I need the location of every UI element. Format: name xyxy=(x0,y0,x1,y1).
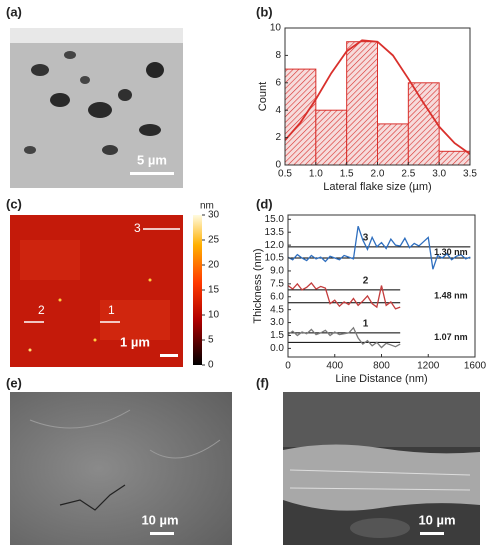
y-tick-label: 8 xyxy=(275,50,281,61)
bar xyxy=(315,109,348,166)
colorbar-tick-label: 30 xyxy=(208,210,220,221)
profile-label: 1 xyxy=(108,303,115,317)
x-tick-label: 1.5 xyxy=(340,169,354,180)
image-a xyxy=(10,28,183,188)
x-tick-label: 0 xyxy=(285,361,291,372)
scale-text: 10 µm xyxy=(141,512,178,527)
panel-label: (b) xyxy=(256,4,273,19)
x-tick-label: 1.0 xyxy=(309,169,323,180)
y-axis-label: Thickness (nm) xyxy=(252,248,264,323)
y-tick-label: 9.0 xyxy=(270,266,284,277)
scale-text: 10 µm xyxy=(418,512,455,527)
y-tick-label: 15.0 xyxy=(265,214,285,225)
x-tick-label: 3.5 xyxy=(463,169,477,180)
x-tick-label: 3.0 xyxy=(432,169,446,180)
x-tick-label: 2.5 xyxy=(401,169,415,180)
panel-label: (a) xyxy=(6,4,22,19)
panel-label: (f) xyxy=(256,375,269,390)
x-tick-label: 800 xyxy=(373,361,390,372)
annotation: 1.07 nm xyxy=(434,332,468,342)
profile-line xyxy=(287,225,471,270)
y-tick-label: 12.0 xyxy=(265,240,285,251)
x-axis-label: Lateral flake size (µm) xyxy=(323,181,431,193)
y-tick-label: 13.5 xyxy=(265,227,285,238)
y-tick-label: 1.5 xyxy=(270,330,284,341)
y-tick-label: 3.0 xyxy=(270,317,284,328)
y-tick-label: 10 xyxy=(270,23,282,34)
y-tick-label: 0.0 xyxy=(270,343,284,354)
y-axis-label: Count xyxy=(257,82,269,111)
y-tick-label: 6.0 xyxy=(270,291,284,302)
y-tick-label: 4.5 xyxy=(270,304,284,315)
bar xyxy=(438,150,471,166)
colorbar-tick-label: 20 xyxy=(208,260,220,271)
y-tick-label: 10.5 xyxy=(265,253,285,264)
panel-label: (e) xyxy=(6,375,22,390)
y-tick-label: 6 xyxy=(275,77,281,88)
y-tick-label: 2 xyxy=(275,132,281,143)
scale-text: 5 µm xyxy=(137,152,167,167)
scale-text: 1 µm xyxy=(120,334,150,349)
fit-curve xyxy=(284,39,471,155)
bar xyxy=(284,68,317,166)
x-tick-label: 1200 xyxy=(417,361,440,372)
image-f xyxy=(283,392,480,545)
annotation: 1.30 nm xyxy=(434,247,468,257)
bar xyxy=(346,41,378,166)
image-e xyxy=(10,392,232,545)
profile-line xyxy=(287,326,401,349)
colorbar-tick-label: 0 xyxy=(208,360,214,371)
profile-label: 3 xyxy=(134,221,141,235)
annotation: 1.48 nm xyxy=(434,291,468,301)
x-tick-label: 400 xyxy=(326,361,343,372)
x-tick-label: 1600 xyxy=(464,361,487,372)
colorbar-tick-label: 25 xyxy=(208,235,220,246)
profile-label: 2 xyxy=(38,303,45,317)
x-tick-label: 0.5 xyxy=(278,169,292,180)
bar xyxy=(377,123,409,166)
series-label: 2 xyxy=(363,276,369,287)
image-c xyxy=(10,215,202,367)
colorbar-tick-label: 5 xyxy=(208,335,214,346)
x-tick-label: 2.0 xyxy=(371,169,385,180)
profile-line xyxy=(287,282,401,310)
y-tick-label: 4 xyxy=(275,105,281,116)
bar xyxy=(407,82,440,166)
colorbar-tick-label: 15 xyxy=(208,285,220,296)
colorbar-tick-label: 10 xyxy=(208,310,220,321)
series-label: 3 xyxy=(363,232,369,243)
y-tick-label: 7.5 xyxy=(270,278,284,289)
y-tick-label: 0 xyxy=(275,160,281,171)
panel-label: (d) xyxy=(256,196,273,211)
series-label: 1 xyxy=(363,319,369,330)
panel-label: (c) xyxy=(6,196,22,211)
x-axis-label: Line Distance (nm) xyxy=(335,373,427,385)
colorbar-unit: nm xyxy=(200,201,214,212)
